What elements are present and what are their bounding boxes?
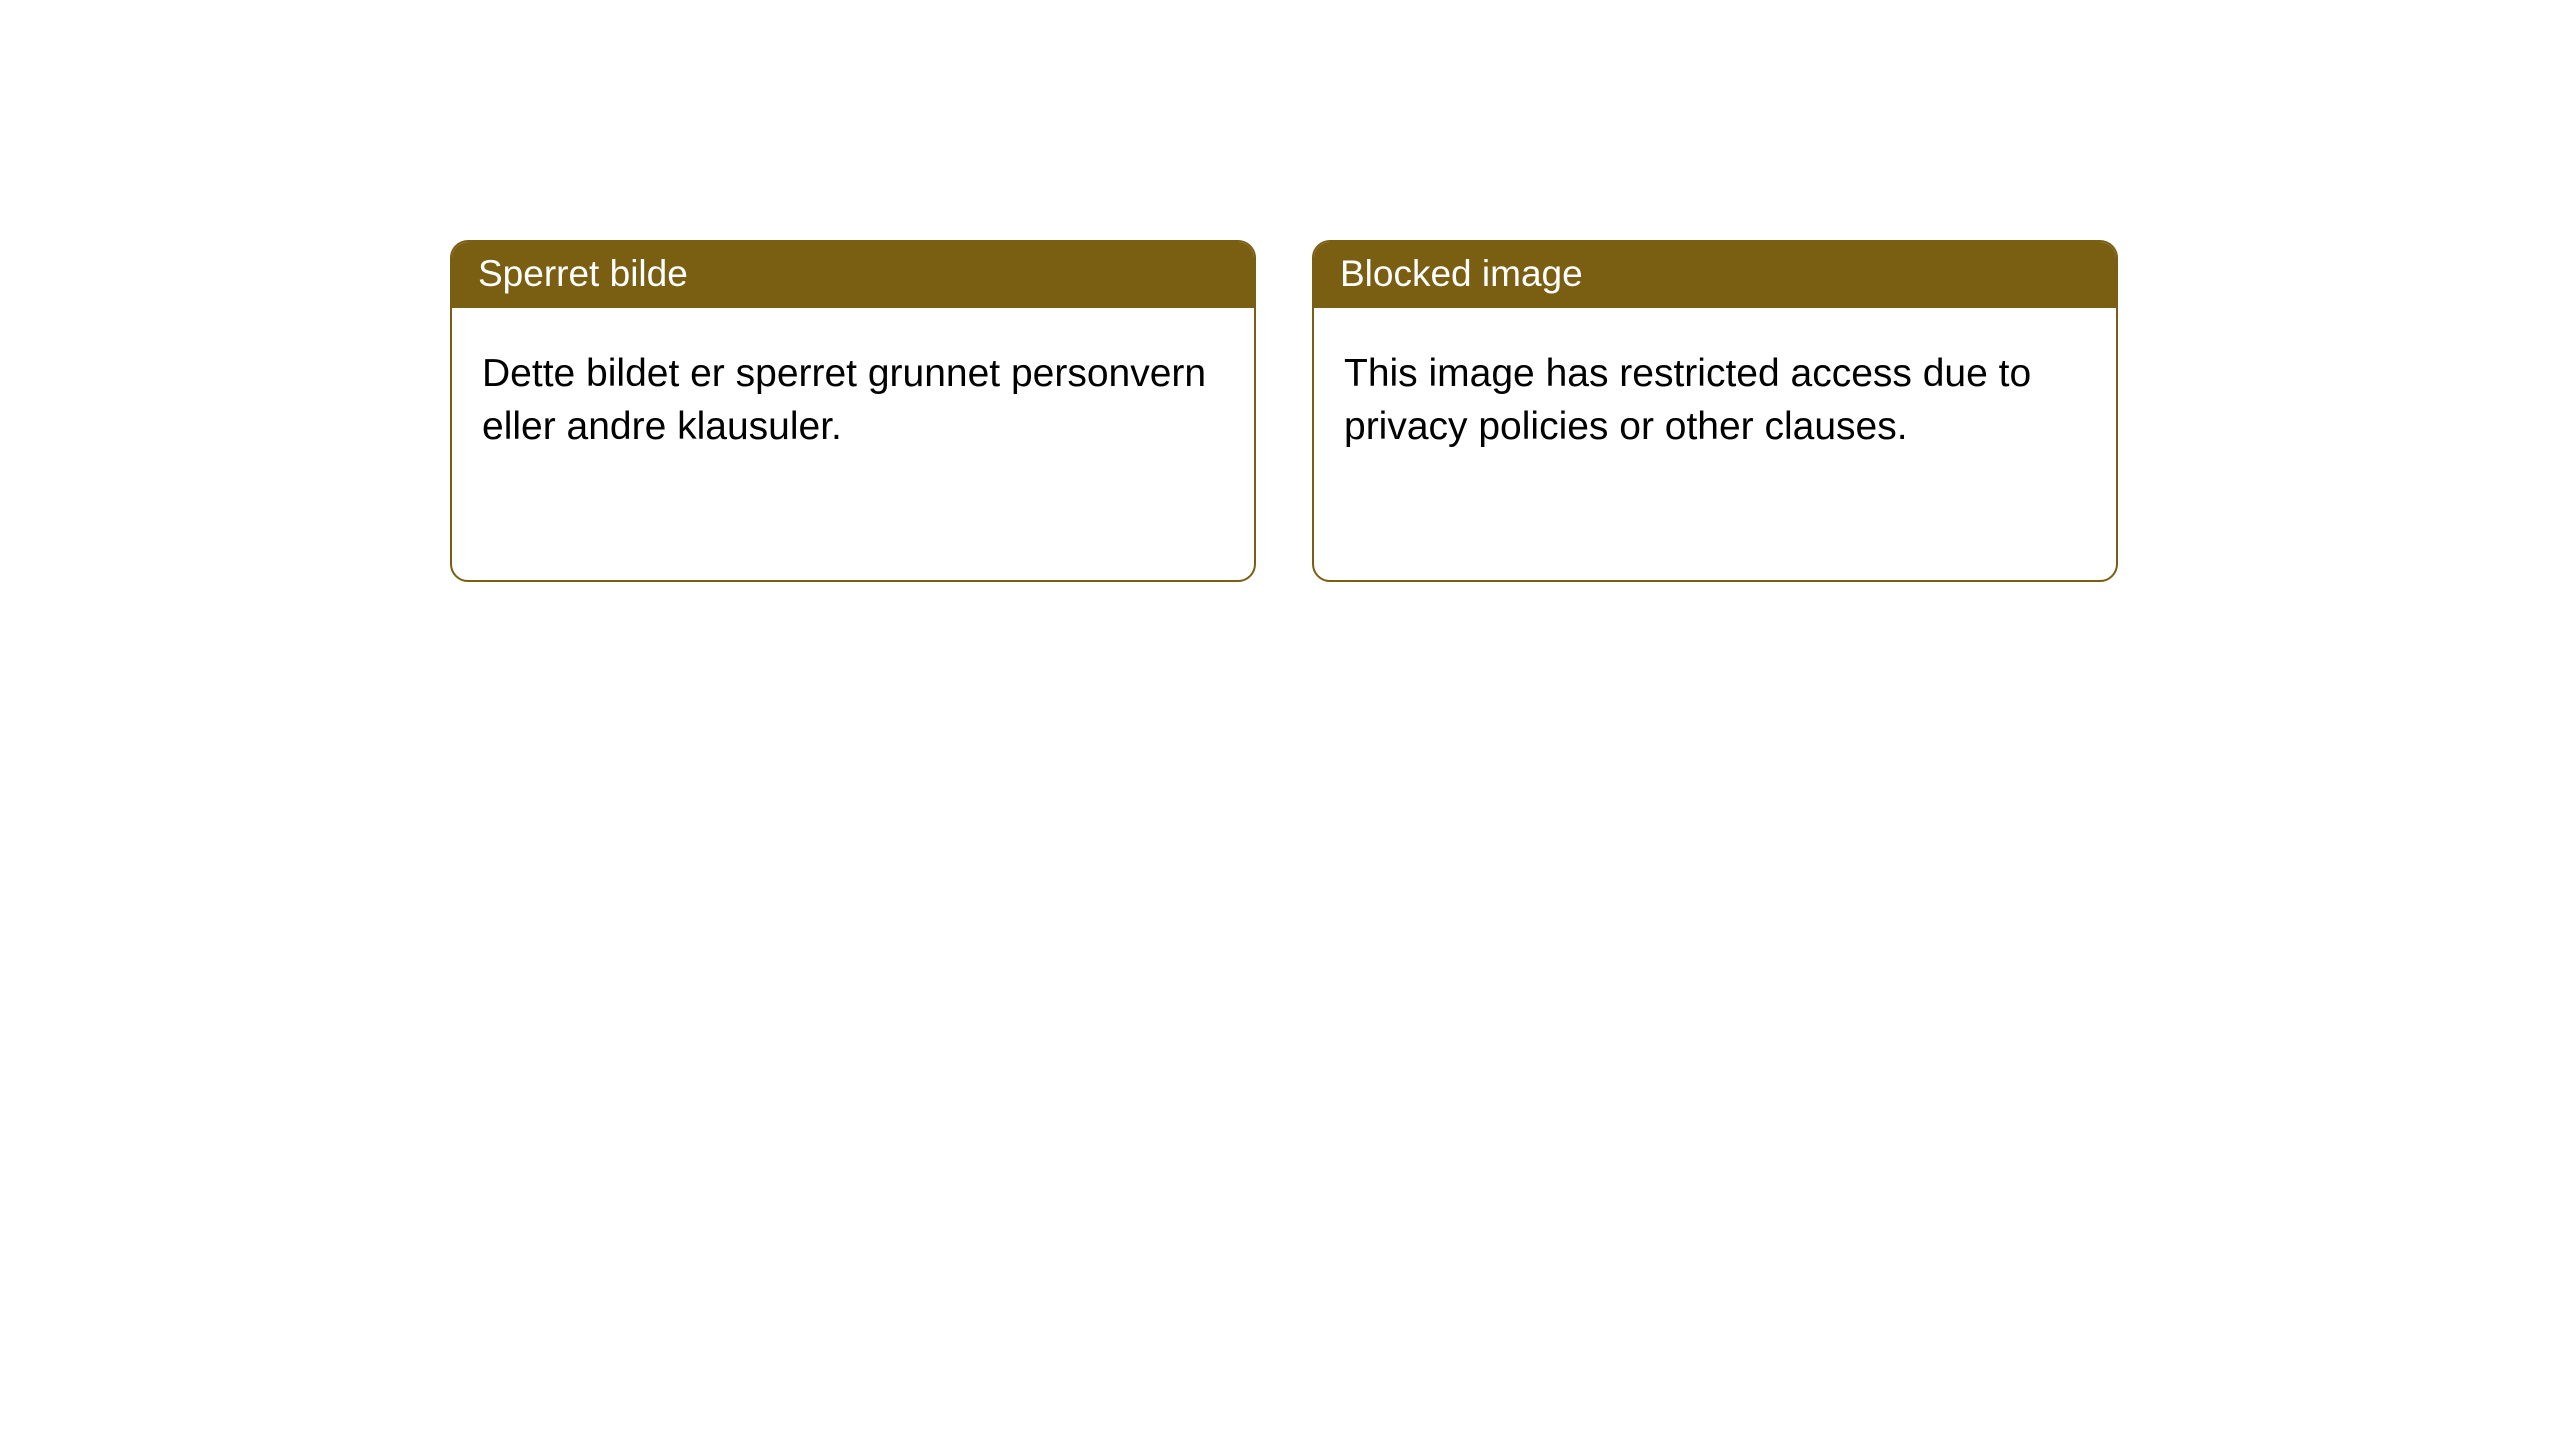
notice-card-title: Sperret bilde — [452, 242, 1254, 308]
notice-card-body: Dette bildet er sperret grunnet personve… — [452, 308, 1254, 580]
notice-card-body: This image has restricted access due to … — [1314, 308, 2116, 580]
notice-card-english: Blocked image This image has restricted … — [1312, 240, 2118, 582]
notice-card-norwegian: Sperret bilde Dette bildet er sperret gr… — [450, 240, 1256, 582]
notice-cards-container: Sperret bilde Dette bildet er sperret gr… — [0, 0, 2560, 582]
notice-card-title: Blocked image — [1314, 242, 2116, 308]
